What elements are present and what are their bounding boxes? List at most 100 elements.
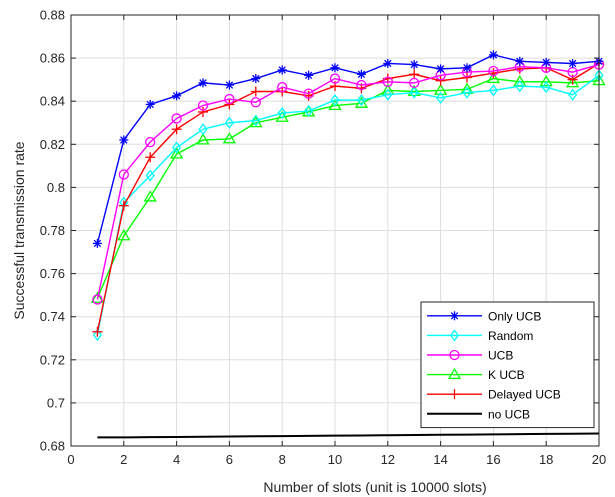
data-point-random — [568, 88, 578, 101]
y-tick-label: 0.74 — [40, 309, 65, 324]
data-point-only-ucb — [568, 58, 578, 68]
x-tick-label: 14 — [433, 452, 447, 467]
data-point-k-ucb — [275, 110, 289, 122]
x-tick-label: 8 — [279, 452, 286, 467]
data-point-only-ucb — [224, 80, 234, 90]
data-point-only-ucb — [462, 63, 472, 73]
data-point-ucb — [303, 88, 314, 99]
data-point-k-ucb — [117, 229, 131, 241]
data-point-ucb — [277, 82, 288, 93]
data-point-only-ucb — [356, 69, 366, 79]
data-point-k-ucb — [196, 133, 210, 145]
series-line-no-ucb — [97, 432, 600, 439]
data-point-only-ucb — [119, 135, 129, 145]
legend-label: Delayed UCB — [488, 388, 561, 402]
data-point-random — [277, 106, 287, 120]
data-point-only-ucb — [541, 57, 551, 67]
data-point-delayed-ucb — [171, 124, 182, 135]
x-tick-label: 18 — [539, 452, 553, 467]
y-axis-label: Successful transmission rate — [11, 141, 27, 319]
data-point-only-ucb — [488, 50, 498, 60]
data-point-k-ucb — [486, 71, 501, 84]
data-point-k-ucb — [143, 190, 157, 202]
legend-item-no-ucb: no UCB — [427, 407, 530, 421]
data-point-ucb — [488, 65, 499, 77]
data-point-delayed-ucb — [250, 86, 261, 97]
x-tick-label: 10 — [328, 452, 342, 467]
data-point-ucb — [224, 93, 235, 105]
data-point-only-ucb — [145, 99, 155, 109]
legend-item-delayed-ucb: Delayed UCB — [427, 388, 561, 402]
data-point-only-ucb — [330, 63, 340, 73]
legend-marker — [450, 311, 459, 321]
y-tick-label: 0.78 — [40, 223, 65, 238]
data-point-random — [436, 91, 446, 105]
data-point-delayed-ucb — [198, 106, 208, 117]
data-point-random — [251, 114, 261, 127]
legend-marker — [449, 349, 460, 361]
data-point-ucb — [118, 169, 129, 180]
y-tick-label: 0.72 — [40, 352, 65, 367]
data-point-ucb — [409, 77, 420, 89]
data-point-k-ucb — [565, 76, 580, 88]
legend: Only UCB Random UCB K UCB Delayed UCB no UCB — [420, 301, 595, 429]
series-line-only-ucb — [96, 54, 600, 244]
data-point-ucb — [145, 136, 156, 148]
legend-item-random: Random — [427, 329, 533, 343]
ticks: 0 2 4 6 8 10 12 14 16 18 20 0.68 0.7 0.72 0.74 0.76 0.78… — [40, 8, 607, 468]
legend-label: K UCB — [488, 368, 525, 382]
legend-label: no UCB — [488, 407, 530, 421]
data-point-k-ucb — [539, 75, 553, 87]
data-point-delayed-ucb — [409, 69, 420, 80]
data-point-random — [92, 328, 102, 342]
data-point-only-ucb — [409, 60, 419, 70]
data-point-only-ucb — [304, 70, 314, 80]
x-tick-label: 4 — [173, 452, 180, 467]
data-point-random — [198, 123, 208, 136]
y-tick-label: 0.76 — [40, 266, 65, 281]
data-point-only-ucb — [251, 74, 261, 84]
series-line-random — [96, 74, 600, 336]
legend-marker — [449, 389, 460, 400]
y-tick-label: 0.82 — [40, 137, 65, 152]
data-point-random — [356, 94, 366, 107]
data-point-only-ucb — [383, 58, 393, 68]
legend-box — [420, 301, 595, 429]
y-tick-label: 0.88 — [40, 8, 65, 23]
data-point-random — [330, 94, 340, 107]
x-tick-label: 16 — [486, 452, 500, 467]
data-point-random — [172, 141, 182, 154]
data-point-delayed-ucb — [462, 72, 472, 83]
data-point-delayed-ucb — [435, 75, 446, 86]
series-ucb — [92, 59, 605, 305]
data-point-ucb — [356, 79, 367, 91]
series-line-delayed-ucb — [96, 62, 600, 332]
series-only-ucb — [92, 50, 604, 248]
y-tick-label: 0.68 — [40, 439, 65, 454]
data-point-k-ucb — [433, 83, 448, 95]
legend-item-only-ucb: Only UCB — [427, 309, 541, 323]
legend-item-k-ucb: K UCB — [427, 367, 525, 382]
data-point-ucb — [250, 97, 261, 108]
data-point-delayed-ucb — [303, 90, 314, 101]
data-point-random — [383, 88, 393, 101]
y-tick-label: 0.86 — [40, 51, 65, 66]
data-point-delayed-ucb — [145, 152, 156, 163]
data-point-k-ucb — [169, 147, 184, 159]
legend-label: Random — [488, 329, 533, 343]
legend-item-ucb: UCB — [427, 349, 513, 363]
y-tick-label: 0.84 — [40, 94, 65, 109]
data-point-ucb — [171, 113, 182, 124]
data-point-random — [145, 169, 155, 182]
data-point-only-ucb — [92, 238, 102, 248]
data-point-only-ucb — [515, 56, 525, 66]
data-point-only-ucb — [277, 65, 287, 75]
data-point-random — [515, 80, 525, 93]
data-point-k-ucb — [90, 291, 105, 303]
legend-marker — [447, 367, 462, 380]
y-tick-label: 0.8 — [47, 180, 65, 195]
data-point-random — [462, 86, 472, 99]
data-point-ucb — [329, 73, 341, 84]
data-point-random — [488, 84, 498, 97]
